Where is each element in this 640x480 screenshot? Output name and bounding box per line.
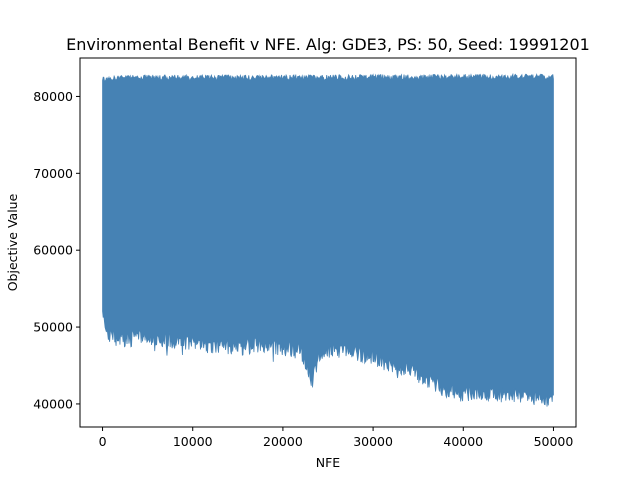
series-0-band (102, 72, 554, 407)
chart-title: Environmental Benefit v NFE. Alg: GDE3, … (66, 35, 590, 54)
x-tick-label: 40000 (443, 434, 483, 449)
x-tick-label: 30000 (353, 434, 393, 449)
y-tick-label: 70000 (33, 166, 73, 181)
x-tick-label: 10000 (173, 434, 213, 449)
y-tick-label: 50000 (33, 320, 73, 335)
y-tick-label: 40000 (33, 396, 73, 411)
x-tick-label: 0 (99, 434, 107, 449)
x-axis: 0 10000 20000 30000 40000 50000 (99, 427, 574, 449)
x-tick-label: 20000 (263, 434, 303, 449)
series-layer (102, 72, 554, 407)
y-tick-label: 60000 (33, 243, 73, 258)
axes-frame (79, 57, 577, 428)
y-tick-label: 80000 (33, 89, 73, 104)
y-axis-label: Objective Value (5, 193, 20, 291)
x-axis-label: NFE (316, 455, 341, 470)
y-axis: 40000 50000 60000 70000 80000 (33, 89, 80, 411)
x-tick-label: 50000 (534, 434, 574, 449)
